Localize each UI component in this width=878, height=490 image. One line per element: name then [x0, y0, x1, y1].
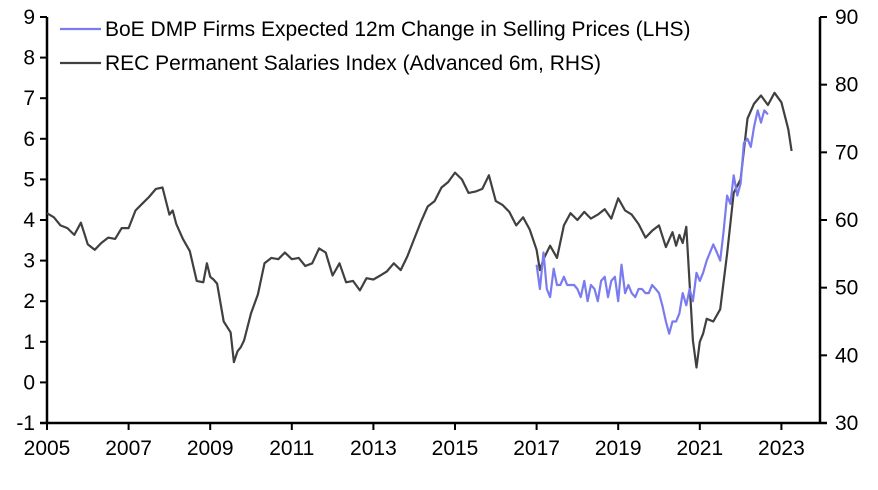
- right-y-tick-label: 50: [835, 277, 858, 300]
- left-y-tick-label: 9: [23, 6, 35, 29]
- x-tick-label: 2019: [595, 437, 642, 460]
- right-y-tick-label: 30: [835, 412, 858, 435]
- x-tick-label: 2017: [513, 437, 560, 460]
- right-y-tick-label: 80: [835, 74, 858, 97]
- series-line-rec-salaries: [46, 91, 793, 369]
- left-y-tick-label: 4: [23, 209, 35, 232]
- left-y-tick-label: 5: [23, 168, 35, 191]
- left-y-tick-label: 7: [23, 87, 35, 110]
- left-y-tick-label: 6: [23, 128, 35, 151]
- left-y-tick-label: 2: [23, 290, 35, 313]
- x-tick-label: 2013: [350, 437, 397, 460]
- right-y-tick-label: 90: [835, 6, 858, 29]
- right-y-tick-label: 60: [835, 209, 858, 232]
- legend: BoE DMP Firms Expected 12m Change in Sel…: [60, 18, 691, 75]
- axes: -1 0 1 2 3 4 5 6 7 8 9 30 40 50 60 70 80 90 2005 2007 2009 20…: [16, 6, 858, 460]
- left-y-tick-label: 8: [23, 47, 35, 70]
- x-tick-label: 2023: [758, 437, 805, 460]
- series-line-boe-dmp: [535, 109, 769, 335]
- x-tick-label: 2021: [676, 437, 723, 460]
- x-tick-label: 2005: [24, 437, 71, 460]
- left-y-tick-label: 0: [23, 371, 35, 394]
- x-tick-label: 2015: [432, 437, 479, 460]
- left-y-tick-label: 3: [23, 250, 35, 273]
- legend-label-boe-dmp: BoE DMP Firms Expected 12m Change in Sel…: [105, 18, 691, 41]
- x-tick-label: 2007: [105, 437, 152, 460]
- left-y-tick-label: -1: [16, 412, 35, 435]
- right-y-tick-label: 70: [835, 141, 858, 164]
- right-y-tick-label: 40: [835, 344, 858, 367]
- left-y-tick-label: 1: [23, 331, 35, 354]
- legend-label-rec-salaries: REC Permanent Salaries Index (Advanced 6…: [105, 52, 601, 75]
- x-tick-label: 2011: [269, 437, 314, 460]
- x-tick-label: 2009: [187, 437, 234, 460]
- series-lines: [46, 91, 793, 369]
